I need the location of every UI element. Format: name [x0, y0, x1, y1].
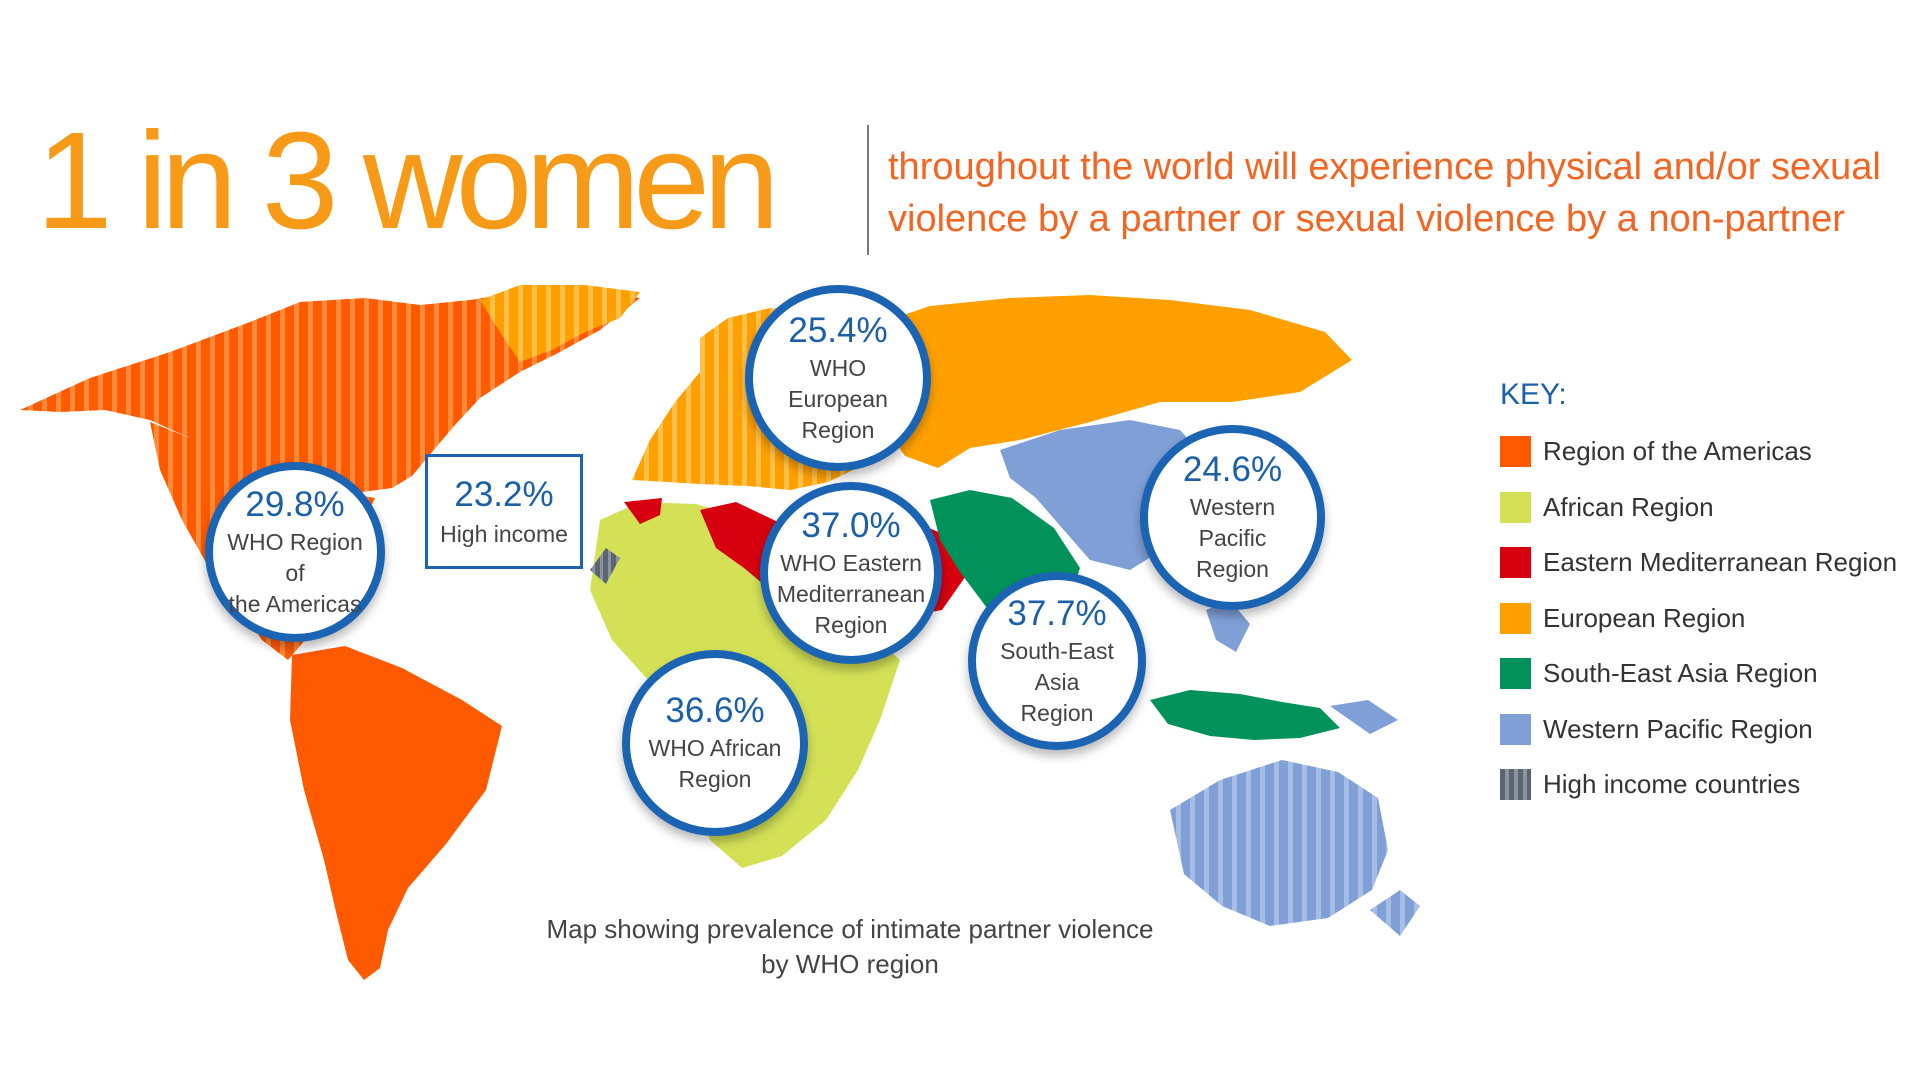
high-income-swatch	[1500, 769, 1531, 801]
americas-bubble: 29.8% WHO Region of the Americas	[205, 462, 385, 642]
south-east-asia-label-1: South-East Asia	[1000, 637, 1114, 695]
african-bubble: 36.6% WHO African Region	[622, 650, 808, 836]
key-item-european: European Region	[1500, 591, 1897, 647]
americas-label-1: WHO Region of	[227, 528, 363, 586]
european-label-2: Region	[801, 416, 875, 443]
philippines-shape	[1206, 600, 1250, 652]
south-east-asia-value: 37.7%	[1007, 593, 1107, 633]
americas-value: 29.8%	[245, 484, 345, 524]
key-item-americas: Region of the Americas	[1500, 424, 1897, 480]
eastern-mediterranean-bubble: 37.0% WHO Eastern Mediterranean Region	[760, 482, 942, 664]
high-income-value: 23.2%	[454, 475, 554, 514]
eastern-mediterranean-label-2: Mediterranean	[776, 580, 926, 607]
key-label-eastern-mediterranean: Eastern Mediterranean Region	[1543, 547, 1898, 578]
western-pacific-value: 24.6%	[1182, 450, 1283, 489]
eastern-mediterranean-value: 37.0%	[801, 505, 901, 545]
south-east-asia-bubble: 37.7% South-East Asia Region	[968, 572, 1146, 750]
caption-line-1: Map showing prevalence of intimate partn…	[546, 914, 1154, 944]
european-value: 25.4%	[788, 310, 888, 350]
south-east-asia-label-2: Region	[1020, 699, 1094, 726]
western-pacific-label-1: Western Pacific	[1189, 494, 1276, 551]
png-shape	[1330, 700, 1398, 734]
eastern-mediterranean-label-3: Region	[814, 611, 888, 638]
new-zealand-shape	[1370, 890, 1420, 936]
americas-swatch	[1500, 436, 1531, 468]
subheadline-line-1: throughout the world will experience phy…	[888, 146, 1881, 188]
high-income-box: 23.2% High income	[425, 454, 583, 569]
key-item-south-east-asia: South-East Asia Region	[1500, 646, 1897, 702]
western-pacific-swatch	[1500, 713, 1531, 745]
west-africa-hi-shape	[590, 548, 620, 584]
map-key: KEY: Region of the Americas African Regi…	[1500, 378, 1897, 813]
african-value: 36.6%	[665, 691, 765, 730]
key-label-european: European Region	[1543, 602, 1746, 633]
key-item-high-income: High income countries	[1500, 757, 1897, 813]
russia-shape	[860, 295, 1352, 468]
greenland-shape	[480, 285, 640, 362]
americas-label-2: the Americas	[228, 590, 362, 617]
african-label-2: Region	[678, 766, 752, 792]
indonesia-shape	[1150, 690, 1340, 740]
eastern-mediterranean-label-1: WHO Eastern	[780, 549, 922, 576]
map-caption: Map showing prevalence of intimate partn…	[500, 912, 1200, 982]
key-label-high-income: High income countries	[1543, 769, 1801, 800]
subheadline-line-2: violence by a partner or sexual violence…	[888, 198, 1845, 240]
western-pacific-label-2: Region	[1196, 556, 1269, 582]
african-label-1: WHO African	[648, 735, 782, 761]
european-swatch	[1500, 602, 1531, 634]
high-income-label: High income	[440, 521, 568, 547]
key-label-african: African Region	[1543, 491, 1714, 522]
eastern-mediterranean-swatch	[1500, 547, 1531, 579]
african-swatch	[1500, 491, 1531, 523]
key-item-western-pacific: Western Pacific Region	[1500, 702, 1897, 758]
european-label-1: WHO European	[788, 354, 888, 412]
headline: 1 in 3 women	[36, 104, 780, 258]
western-pacific-bubble: 24.6% Western Pacific Region	[1140, 425, 1325, 610]
subheadline: throughout the world will experience phy…	[888, 141, 1913, 245]
caption-line-2: by WHO region	[761, 949, 939, 979]
european-bubble: 25.4% WHO European Region	[745, 285, 931, 471]
key-item-african: African Region	[1500, 480, 1897, 536]
key-item-eastern-mediterranean: Eastern Mediterranean Region	[1500, 535, 1897, 591]
south-america-shape	[290, 646, 502, 980]
south-east-asia-swatch	[1500, 658, 1531, 690]
north-africa-em-shape	[624, 498, 662, 524]
key-title: KEY:	[1500, 378, 1567, 411]
north-america-shape	[20, 290, 640, 492]
australia-shape	[1170, 760, 1388, 926]
key-label-south-east-asia: South-East Asia Region	[1543, 658, 1818, 689]
divider	[867, 125, 869, 255]
key-label-americas: Region of the Americas	[1543, 436, 1812, 467]
key-label-western-pacific: Western Pacific Region	[1543, 713, 1813, 744]
